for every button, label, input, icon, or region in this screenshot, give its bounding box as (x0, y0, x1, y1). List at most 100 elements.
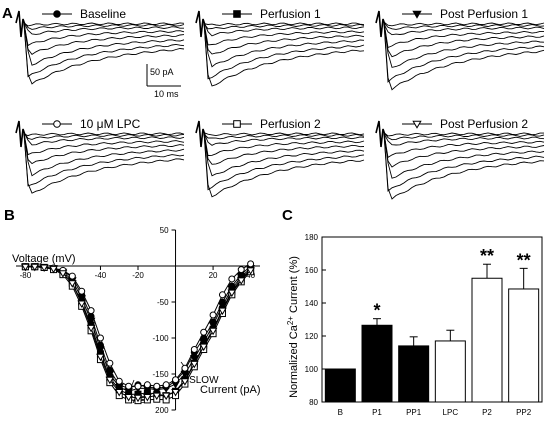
current-trace (203, 133, 365, 165)
iv-point (228, 275, 236, 283)
current-trace (383, 23, 545, 83)
current-trace (203, 23, 365, 68)
significance-marker: ** (480, 246, 494, 266)
iv-point (190, 346, 198, 354)
legend-label: Perfusion 1 (260, 7, 321, 21)
iv-point (30, 263, 40, 272)
iv-point (189, 360, 199, 369)
current-trace (23, 132, 185, 187)
current-trace (23, 23, 185, 47)
iv-point (96, 334, 104, 342)
current-traces-panel: Baseline Perfusion 1 Post Perfusion 1 10 μM… (15, 7, 545, 200)
current-trace (383, 131, 544, 137)
scale-bar-time-label: 10 ms (154, 89, 179, 99)
iv-point (209, 311, 217, 319)
x-tick-label: P1 (372, 408, 382, 417)
current-trace (383, 23, 545, 68)
iv-point (96, 353, 105, 362)
panel-label-c: C (282, 207, 293, 224)
capacitive-artifact (195, 120, 206, 148)
iv-point (133, 394, 143, 403)
iv-point (199, 343, 209, 352)
iv-point (236, 273, 246, 282)
current-trace (203, 133, 365, 140)
y-tick-label: -100 (153, 334, 170, 343)
iv-point (247, 260, 255, 268)
current-trace (23, 22, 185, 56)
iv-point (143, 381, 151, 389)
x-tick-label: -80 (20, 271, 32, 280)
current-trace (23, 23, 185, 85)
iv-point (218, 291, 226, 299)
current-trace (23, 133, 185, 156)
iv-point (86, 324, 96, 333)
iv-xlabel: Voltage (mV) (12, 253, 76, 265)
current-trace (203, 22, 365, 26)
x-tick-label: -20 (132, 271, 144, 280)
current-trace (383, 133, 545, 146)
current-trace (203, 22, 365, 80)
legend-label: Post Perfusion 2 (440, 117, 528, 131)
current-trace (23, 20, 185, 30)
legend-marker (53, 10, 61, 18)
y-tick-label: 200 (155, 406, 169, 415)
current-trace (23, 133, 185, 194)
y-tick-label: 160 (305, 266, 319, 275)
x-tick-label: B (338, 408, 343, 417)
current-trace (203, 22, 365, 46)
x-tick-label: LPC (443, 408, 459, 417)
iv-point (171, 389, 180, 397)
x-tick-label: 20 (209, 271, 218, 280)
capacitive-artifact (375, 10, 386, 38)
panel-label-a: A (2, 5, 13, 22)
trace-panel-2: Perfusion 1 (195, 7, 365, 87)
legend-label: Post Perfusion 1 (440, 7, 528, 21)
current-trace (383, 133, 545, 192)
current-trace (23, 23, 184, 35)
current-trace (203, 132, 365, 137)
current-trace (203, 23, 365, 55)
y-tick-label: 50 (160, 226, 169, 235)
current-trace (383, 22, 544, 49)
iv-point (246, 267, 255, 275)
iv-point (114, 389, 124, 397)
y-tick-label: -150 (153, 370, 170, 379)
iv-point (21, 263, 30, 272)
current-trace (383, 132, 545, 168)
current-trace (383, 22, 545, 30)
x-tick-label: PP1 (406, 408, 422, 417)
legend-marker (412, 120, 422, 129)
capacitive-artifact (195, 10, 206, 38)
bar (471, 277, 503, 403)
legend-marker (53, 120, 61, 128)
current-trace (383, 22, 545, 58)
bar (508, 288, 540, 403)
iv-point (208, 322, 218, 330)
iv-point (237, 266, 245, 274)
iv-curve-panel: Voltage (mV) Current (pA) ISLOW IFAST -8… (12, 226, 261, 415)
current-trace (383, 21, 545, 27)
current-trace (23, 22, 185, 27)
current-trace (203, 132, 365, 191)
iv-point (134, 382, 142, 390)
plot-frame (321, 236, 543, 403)
iv-point (200, 328, 208, 336)
current-trace (383, 22, 545, 91)
iv-point (161, 392, 171, 401)
iv-point (162, 381, 170, 389)
legend-label: Perfusion 2 (260, 117, 321, 131)
iv-point (227, 289, 237, 298)
iv-point (78, 287, 86, 295)
iv-series-6 (21, 263, 255, 403)
bar (324, 368, 356, 403)
iv-point (152, 392, 162, 401)
bar (398, 345, 430, 403)
current-trace (383, 133, 545, 200)
bar-ylabel: Normalized Ca2+ Current (%) (286, 256, 300, 398)
iv-point (208, 327, 218, 336)
significance-marker: ** (517, 250, 531, 270)
legend-marker (412, 10, 422, 19)
iv-point (67, 280, 77, 288)
trace-panel-3: Post Perfusion 1 (375, 7, 545, 91)
iv-point (115, 377, 123, 385)
